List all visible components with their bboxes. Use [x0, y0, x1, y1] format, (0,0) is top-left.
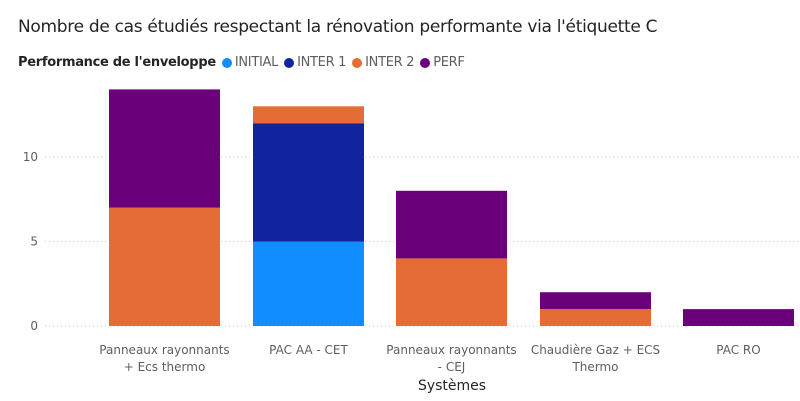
legend-dot-icon [420, 57, 431, 68]
bar-segment-inter-2[interactable] [109, 207, 220, 326]
bar-segment-inter-1[interactable] [253, 123, 364, 242]
x-tick-label: Panneaux rayonnants + Ecs thermo [99, 343, 229, 374]
x-tick-label-line: Thermo [571, 360, 618, 374]
bar-segment-inter-2[interactable] [540, 309, 651, 326]
legend-item-inter-1[interactable]: INTER 1 [284, 55, 346, 70]
bar-segment-inter-2[interactable] [396, 258, 507, 326]
bar-segment-perf[interactable] [109, 89, 220, 208]
legend-dot-icon [221, 57, 232, 68]
y-tick-label: 5 [30, 235, 38, 249]
bar-segment-perf[interactable] [540, 292, 651, 310]
x-tick-label: Panneaux rayonnants - CEJ [386, 343, 516, 374]
legend-item-perf[interactable]: PERF [420, 55, 465, 70]
legend-item-inter-2[interactable]: INTER 2 [352, 55, 414, 70]
legend-items: INITIAL INTER 1 INTER 2 PERF [221, 55, 471, 70]
x-tick-label-line: PAC RO [716, 343, 760, 357]
legend-label: INTER 1 [297, 55, 347, 70]
y-axis-ticks: 0 5 10 [23, 150, 38, 333]
legend-dot-icon [352, 57, 363, 68]
legend-label: INITIAL [234, 55, 279, 70]
bar-segment-initial[interactable] [253, 241, 364, 327]
x-tick-label-line: Panneaux rayonnants [99, 343, 229, 357]
x-tick-label: PAC AA - CET [269, 343, 348, 357]
x-axis-title: Systèmes [418, 378, 486, 394]
legend-dot-icon [284, 57, 295, 68]
legend-label: INTER 2 [365, 55, 415, 70]
y-tick-label: 10 [23, 150, 38, 164]
x-tick-label-line: Chaudière Gaz + ECS [531, 343, 660, 357]
bar-segment-inter-2[interactable] [253, 106, 364, 124]
x-tick-label-line: - CEJ [438, 360, 466, 374]
bars [109, 89, 794, 326]
x-tick-label-line: PAC AA - CET [269, 343, 348, 357]
x-tick-label-line: Panneaux rayonnants [386, 343, 516, 357]
x-tick-label: Chaudière Gaz + ECS Thermo [531, 343, 660, 374]
x-tick-label-line: + Ecs thermo [124, 360, 206, 374]
legend: Performance de l'enveloppe INITIAL INTER … [18, 55, 471, 70]
y-tick-label: 0 [30, 319, 38, 333]
bar-segment-perf[interactable] [396, 190, 507, 259]
legend-title: Performance de l'enveloppe [18, 55, 216, 70]
legend-label: PERF [433, 55, 465, 70]
chart-title: Nombre de cas étudiés respectant la réno… [18, 17, 658, 37]
legend-item-initial[interactable]: INITIAL [221, 55, 279, 70]
x-tick-label: PAC RO [716, 343, 760, 357]
bar-segment-perf[interactable] [683, 309, 794, 326]
x-axis-labels: Panneaux rayonnants + Ecs thermo PAC AA - … [99, 343, 760, 374]
